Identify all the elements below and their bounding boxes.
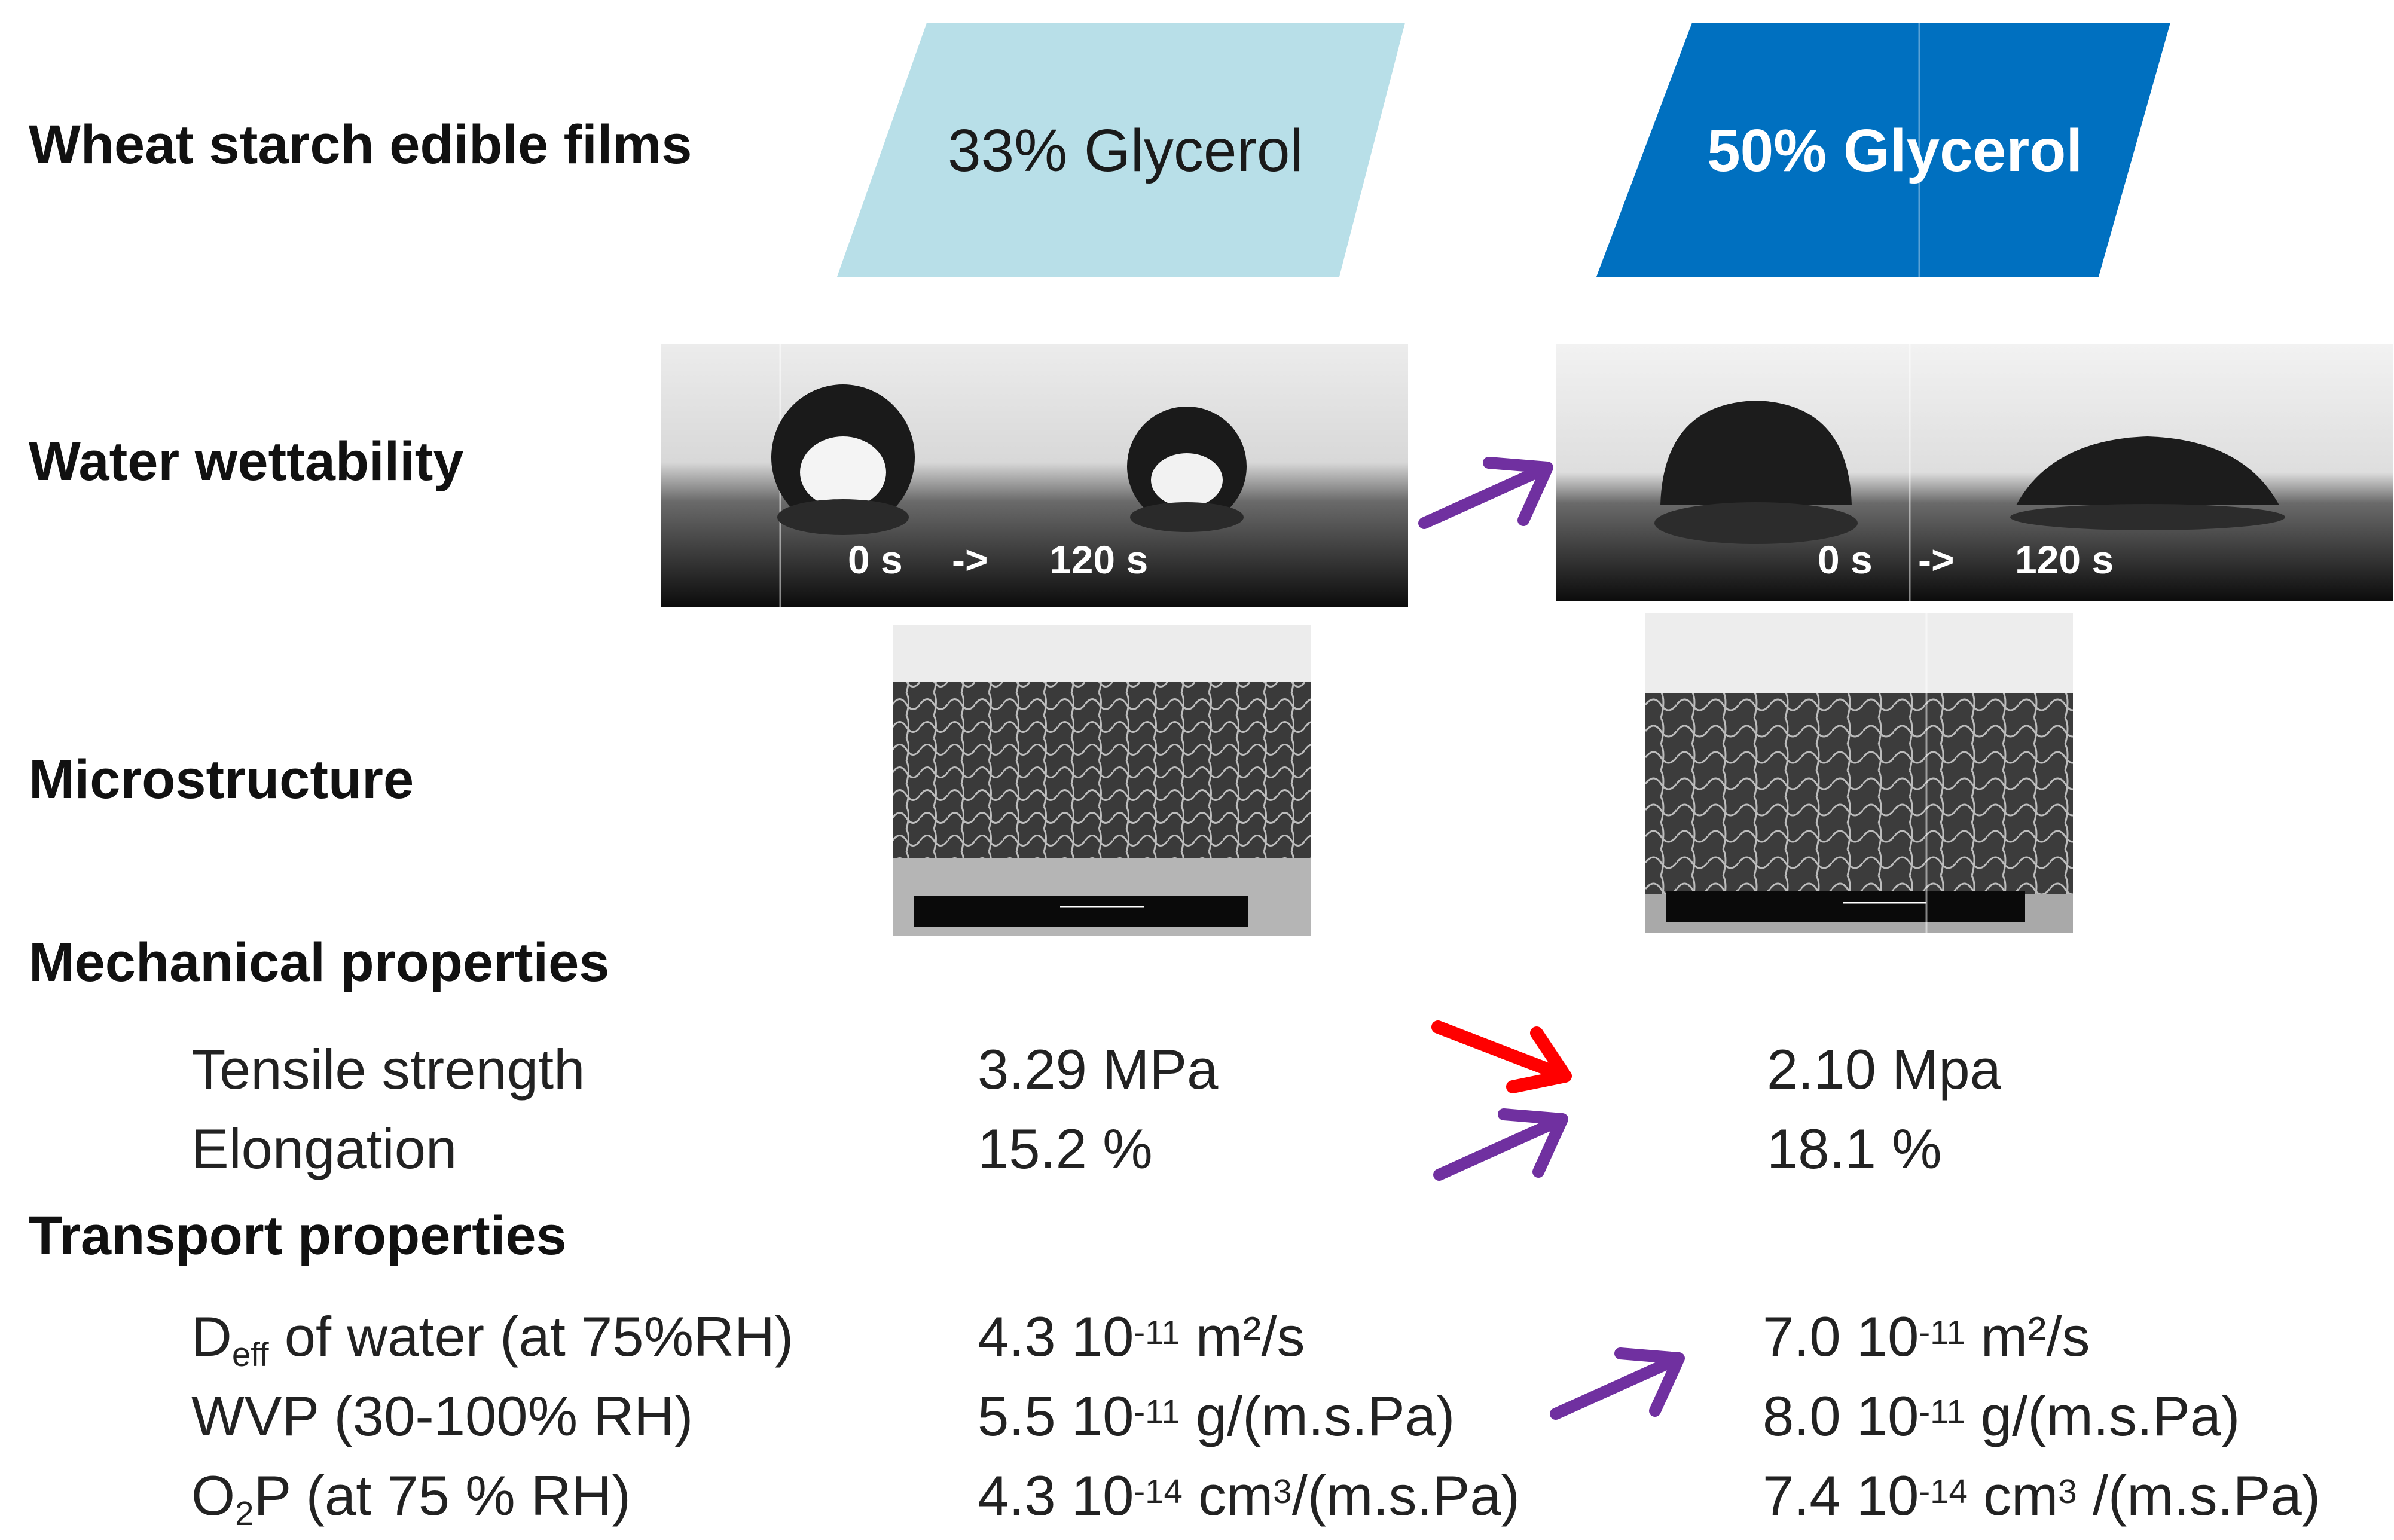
badge-50-glycerol — [1596, 23, 2170, 277]
wettability-50-arrow-text: -> — [1918, 537, 1955, 582]
sem-image-33 — [893, 625, 1311, 936]
o2p-50-value: 7.4 10-14 cm3 /(m.s.Pa) — [1763, 1464, 2321, 1527]
tensile-50-value: 2.10 Mpa — [1767, 1038, 2001, 1101]
elongation-label: Elongation — [191, 1117, 457, 1180]
wettability-33-t0: 0 s — [848, 537, 903, 582]
section-water-wettability: Water wettability — [29, 431, 464, 492]
wvp-33-value: 5.5 10-11 g/(m.s.Pa) — [978, 1385, 1455, 1447]
diagram-title: Wheat starch edible films — [29, 114, 692, 175]
wettability-50-t0: 0 s — [1818, 537, 1873, 582]
increase-arrow-icon — [1418, 457, 1553, 529]
o2p-33-value: 4.3 10-14 cm3/(m.s.Pa) — [978, 1464, 1520, 1527]
section-transport-properties: Transport properties — [29, 1205, 567, 1266]
wettability-photo-33 — [661, 344, 1408, 607]
wettability-50-t1: 120 s — [2015, 537, 2114, 582]
tensile-33-value: 3.29 MPa — [978, 1038, 1219, 1101]
elongation-50-value: 18.1 % — [1767, 1117, 1942, 1180]
deff-33-value: 4.3 10-11 m²/s — [978, 1305, 1305, 1368]
badge-50-label: 50% Glycerol — [1707, 117, 2083, 184]
deff-label: Deff of water (at 75%RH) — [191, 1305, 794, 1373]
increase-arrow-icon — [1550, 1348, 1685, 1420]
decrease-arrow-icon — [1431, 1020, 1572, 1093]
section-microstructure: Microstructure — [29, 749, 414, 810]
section-mechanical-properties: Mechanical properties — [29, 932, 610, 993]
badge-33-label: 33% Glycerol — [948, 117, 1303, 184]
wettability-33-arrow-text: -> — [952, 537, 988, 582]
badge-33-glycerol — [837, 23, 1405, 277]
increase-arrow-icon — [1433, 1108, 1568, 1181]
wvp-label: WVP (30-100% RH) — [191, 1385, 694, 1447]
wvp-50-value: 8.0 10-11 g/(m.s.Pa) — [1763, 1385, 2240, 1447]
elongation-33-value: 15.2 % — [978, 1117, 1153, 1180]
sem-image-50 — [1645, 613, 2073, 933]
wettability-33-t1: 120 s — [1049, 537, 1149, 582]
wettability-photo-50 — [1556, 344, 2393, 601]
deff-50-value: 7.0 10-11 m²/s — [1763, 1305, 2090, 1368]
o2p-label: O2P (at 75 % RH) — [191, 1464, 631, 1532]
tensile-strength-label: Tensile strength — [191, 1038, 585, 1101]
